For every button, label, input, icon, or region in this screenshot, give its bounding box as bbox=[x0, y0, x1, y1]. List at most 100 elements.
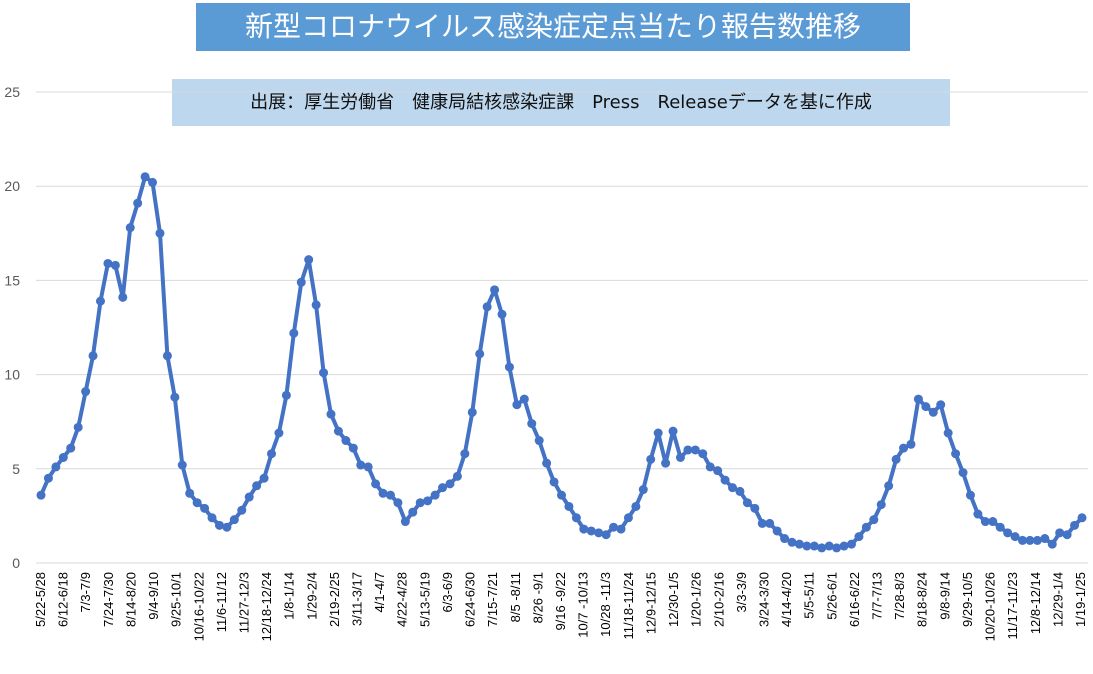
data-point bbox=[281, 390, 291, 400]
data-point bbox=[1070, 520, 1080, 530]
data-point bbox=[973, 509, 983, 519]
data-point bbox=[1062, 530, 1072, 540]
x-tick-label: 5/13-5/19 bbox=[417, 572, 432, 627]
x-tick-label: 9/8-9/14 bbox=[937, 572, 952, 620]
data-point bbox=[341, 436, 351, 446]
data-point bbox=[661, 458, 671, 468]
data-point bbox=[824, 541, 834, 551]
x-tick-label: 2/10-2/16 bbox=[711, 572, 726, 627]
data-point bbox=[705, 462, 715, 472]
data-point bbox=[765, 518, 775, 528]
data-point bbox=[423, 496, 433, 506]
data-point bbox=[527, 419, 537, 429]
x-tick-label: 11/18-11/24 bbox=[621, 572, 636, 639]
x-axis: 5/22-5/28 6/12-6/18 7/3-7/9 7/24-7/30 8/14-8… bbox=[33, 572, 1088, 641]
data-point bbox=[631, 501, 641, 511]
x-tick-label: 12/9-12/15 bbox=[643, 572, 658, 634]
data-point bbox=[668, 426, 678, 436]
data-point bbox=[861, 522, 871, 532]
data-point bbox=[876, 500, 886, 510]
data-point bbox=[36, 490, 46, 500]
data-point bbox=[846, 539, 856, 549]
data-point bbox=[698, 449, 708, 459]
data-point bbox=[609, 522, 619, 532]
data-point bbox=[304, 255, 314, 265]
data-point bbox=[118, 292, 128, 302]
data-point bbox=[794, 539, 804, 549]
data-point bbox=[378, 488, 388, 498]
data-point bbox=[319, 368, 329, 378]
data-point bbox=[244, 492, 254, 502]
data-point bbox=[921, 402, 931, 412]
data-point bbox=[207, 513, 217, 523]
data-point bbox=[110, 260, 120, 270]
data-point bbox=[988, 517, 998, 527]
data-point bbox=[534, 436, 544, 446]
data-point bbox=[95, 296, 105, 306]
data-point bbox=[675, 452, 685, 462]
x-tick-label: 3/11-3/17 bbox=[350, 572, 365, 626]
data-point bbox=[185, 488, 195, 498]
chart-title: 新型コロナウイルス感染症定点当たり報告数推移 bbox=[196, 3, 910, 51]
x-tick-label: 6/3-6/9 bbox=[440, 572, 455, 612]
data-point bbox=[1003, 528, 1013, 538]
y-tick-label: 10 bbox=[4, 367, 20, 383]
x-tick-label: 2/19-2/25 bbox=[327, 572, 342, 627]
data-point bbox=[51, 462, 61, 472]
x-tick-label: 10/7 -10/13 bbox=[576, 572, 591, 638]
data-point bbox=[1077, 513, 1087, 523]
data-point bbox=[296, 277, 306, 287]
data-point bbox=[497, 309, 507, 319]
data-point bbox=[742, 498, 752, 508]
x-tick-label: 6/12-6/18 bbox=[56, 572, 71, 627]
chart-subtitle: 出展：厚生労働省 健康局結核感染症課 Press Releaseデータを基に作成 bbox=[172, 79, 950, 126]
data-point bbox=[88, 351, 98, 361]
data-point bbox=[200, 503, 210, 513]
y-axis: 0 5 10 15 20 25 bbox=[4, 84, 20, 571]
data-point bbox=[616, 524, 626, 534]
x-tick-label: 10/16-10/22 bbox=[191, 572, 206, 641]
data-point bbox=[267, 449, 277, 459]
data-point bbox=[452, 471, 462, 481]
data-point bbox=[980, 517, 990, 527]
x-tick-label: 4/1-4/7 bbox=[372, 572, 387, 612]
data-point bbox=[899, 443, 909, 453]
data-point bbox=[192, 498, 202, 508]
x-tick-label: 6/16-6/22 bbox=[847, 572, 862, 627]
data-point bbox=[579, 524, 589, 534]
data-point bbox=[66, 443, 76, 453]
data-point bbox=[750, 503, 760, 513]
data-point bbox=[512, 400, 522, 410]
data-point bbox=[1025, 535, 1035, 545]
data-point bbox=[289, 328, 299, 338]
data-point bbox=[438, 483, 448, 493]
x-tick-label: 12/29-1/4 bbox=[1050, 572, 1065, 627]
x-tick-label: 5/26-6/1 bbox=[824, 572, 839, 620]
data-point bbox=[133, 198, 143, 208]
x-tick-label: 7/3-7/9 bbox=[78, 572, 93, 612]
x-tick-label: 8/14-8/20 bbox=[123, 572, 138, 627]
x-tick-label: 1/8-1/14 bbox=[282, 572, 297, 620]
data-point bbox=[995, 522, 1005, 532]
data-point bbox=[333, 426, 343, 436]
data-point bbox=[906, 439, 916, 449]
data-point bbox=[965, 490, 975, 500]
data-point bbox=[683, 445, 693, 455]
data-point bbox=[809, 541, 819, 551]
data-point bbox=[571, 513, 581, 523]
y-tick-label: 25 bbox=[4, 84, 20, 100]
data-point bbox=[564, 501, 574, 511]
data-point bbox=[549, 477, 559, 487]
x-tick-label: 6/24-6/30 bbox=[463, 572, 478, 627]
data-point bbox=[542, 458, 552, 468]
data-point bbox=[1010, 532, 1020, 542]
x-tick-label: 7/24-7/30 bbox=[101, 572, 116, 627]
x-tick-label: 7/15-7/21 bbox=[485, 572, 500, 627]
data-point bbox=[1032, 535, 1042, 545]
data-point bbox=[817, 543, 827, 553]
data-point bbox=[363, 462, 373, 472]
data-point bbox=[467, 407, 477, 417]
data-point bbox=[504, 362, 514, 372]
x-tick-label: 10/28 -11/3 bbox=[598, 572, 613, 637]
data-point bbox=[772, 526, 782, 536]
